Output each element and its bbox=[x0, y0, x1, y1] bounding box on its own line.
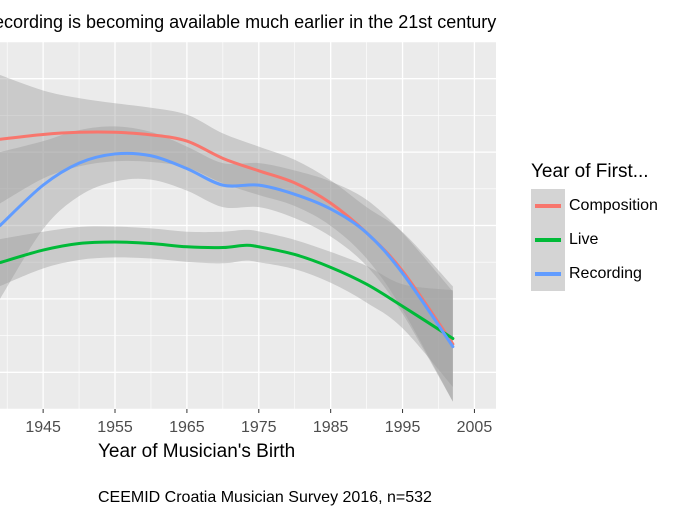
series-line-live bbox=[0, 240, 455, 341]
confidence-bands bbox=[0, 75, 453, 402]
legend-label-recording: Recording bbox=[569, 265, 642, 282]
x-tick-label: 1945 bbox=[25, 419, 61, 436]
major-gridlines bbox=[0, 42, 496, 409]
series-lines bbox=[0, 130, 455, 349]
legend-title: Year of First... bbox=[531, 161, 649, 182]
confidence-band-live bbox=[0, 226, 453, 387]
legend-item-composition: Composition bbox=[531, 189, 658, 223]
series-line-recording bbox=[0, 151, 455, 349]
confidence-band-composition bbox=[0, 75, 453, 402]
x-tick-label: 1975 bbox=[241, 419, 277, 436]
confidence-band-recording bbox=[0, 126, 453, 402]
x-tick-label: 1955 bbox=[97, 419, 133, 436]
legend-swatch-recording bbox=[535, 272, 561, 276]
x-tick-label: 1985 bbox=[313, 419, 349, 436]
legend-item-recording: Recording bbox=[531, 257, 658, 291]
x-tick-label: 1995 bbox=[385, 419, 421, 436]
legend-label-live: Live bbox=[569, 231, 599, 248]
x-tick-label: 2005 bbox=[457, 419, 493, 436]
chart-caption: CEEMID Croatia Musician Survey 2016, n=5… bbox=[98, 489, 432, 506]
x-axis-ticks: 1945 1955 1965 1975 1985 1995 2005 bbox=[25, 409, 492, 436]
legend-key-composition bbox=[531, 189, 565, 223]
x-tick-label: 1965 bbox=[169, 419, 205, 436]
legend-swatch-live bbox=[535, 238, 561, 242]
legend-key-live bbox=[531, 223, 565, 257]
legend-label-composition: Composition bbox=[569, 197, 658, 214]
legend-key-recording bbox=[531, 257, 565, 291]
legend-item-live: Live bbox=[531, 223, 658, 257]
legend-swatch-composition bbox=[535, 204, 561, 208]
chart-subtitle: ecording is becoming available much earl… bbox=[0, 12, 497, 32]
legend: Year of First... Composition Live Record… bbox=[531, 161, 658, 291]
x-axis-label: Year of Musician's Birth bbox=[98, 441, 296, 462]
